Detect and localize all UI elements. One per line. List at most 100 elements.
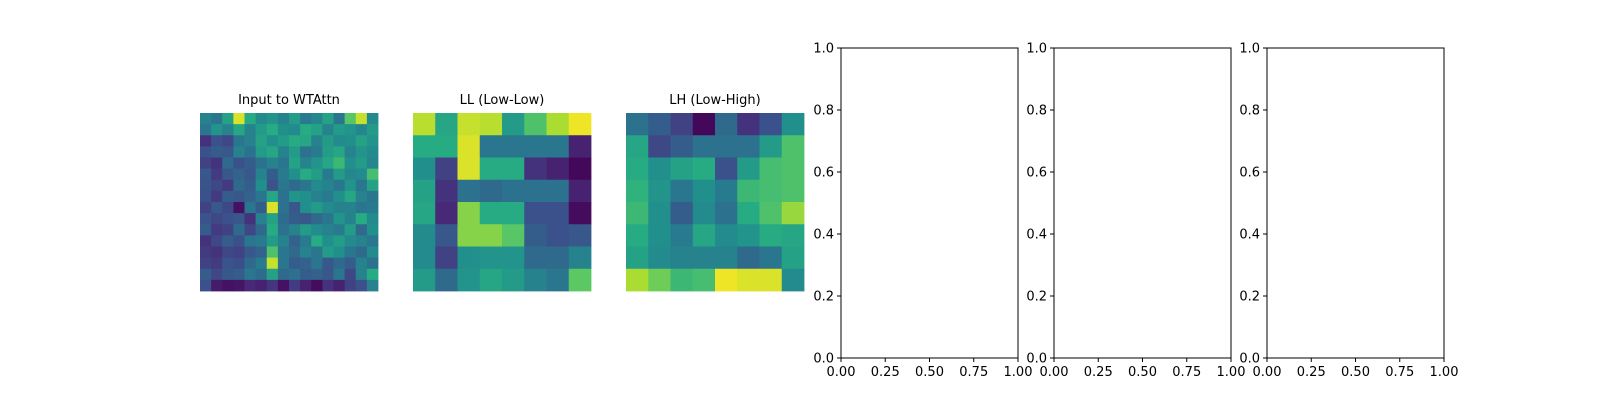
empty-axes-2: 0.00 0.25 0.50 0.75 1.00 0.0 0.2 0.4 0.6 0.8 1.0 <box>1026 42 1245 381</box>
heatmap-cell-input <box>200 224 212 236</box>
heatmap-cell-ll <box>479 202 503 225</box>
heatmap-cell-input <box>255 179 268 192</box>
heatmap-cell-input <box>200 146 212 158</box>
y-tick-label: 0.0 <box>1239 352 1260 367</box>
heatmap-cell-input <box>244 168 257 181</box>
heatmap-cell-input <box>333 202 346 214</box>
heatmap-cell-input <box>366 246 379 259</box>
heatmap-cell-ll <box>435 224 458 247</box>
heatmap-cell-ll <box>546 113 570 136</box>
heatmap-cell-input <box>289 268 301 281</box>
heatmap-cell-input <box>322 124 334 136</box>
heatmap-cell-input <box>211 135 223 147</box>
heatmap-cell-lh <box>781 202 805 225</box>
heatmap-cell-input <box>244 213 257 225</box>
heatmap-cell-input <box>233 146 245 158</box>
heatmap-cell-lh <box>737 246 760 270</box>
heatmap-cell-input <box>344 235 357 247</box>
heatmap-cell-input <box>211 168 223 181</box>
heatmap-cell-input <box>311 146 323 158</box>
heatmap-cell-input <box>211 224 223 236</box>
x-tick-label: 0.50 <box>1128 365 1157 380</box>
heatmap-cell-input <box>344 224 357 236</box>
x-tick-label: 0.50 <box>915 365 944 380</box>
y-tick-label: 0.6 <box>1239 166 1260 181</box>
heatmap-cell-ll <box>457 179 481 203</box>
heatmap-cell-input <box>344 279 357 292</box>
heatmap-cell-input <box>233 268 245 281</box>
heatmap-cell-lh <box>692 246 716 270</box>
heatmap-cell-input <box>200 168 212 181</box>
heatmap-cell-input <box>255 146 268 158</box>
heatmap-cell-ll <box>502 135 525 158</box>
heatmap-cells-lh <box>626 113 805 292</box>
heatmap-cell-ll <box>546 224 570 247</box>
heatmap-cell-input <box>244 246 257 259</box>
heatmap-cell-input <box>355 146 368 158</box>
heatmap-cell-ll <box>457 157 481 181</box>
heatmap-cell-lh <box>759 179 783 203</box>
heatmap-cell-input <box>222 268 234 281</box>
heatmap-cell-input <box>300 146 312 158</box>
heatmap-cell-ll <box>435 135 458 158</box>
heatmap-cell-input <box>255 135 268 147</box>
heatmap-cell-input <box>233 279 245 292</box>
y-tick-label: 1.0 <box>1239 42 1260 57</box>
heatmap-cell-input <box>200 246 212 259</box>
heatmap-cell-input <box>322 146 334 158</box>
heatmap-cell-input <box>311 124 323 136</box>
heatmap-cell-input <box>355 135 368 147</box>
x-tick-label: 0.50 <box>1341 365 1370 380</box>
heatmap-cell-input <box>300 246 312 259</box>
heatmap-cell-input <box>333 146 346 158</box>
y-tick-label: 0.8 <box>813 104 834 119</box>
heatmap-cell-input <box>366 202 379 214</box>
heatmap-cell-ll <box>479 113 503 136</box>
heatmap-cell-lh <box>715 157 738 181</box>
heatmap-cell-input <box>233 257 245 270</box>
x-tick-label: 1.00 <box>1430 365 1459 380</box>
heatmap-cell-lh <box>626 179 649 203</box>
heatmap-cell-input <box>277 268 290 281</box>
heatmap-cell-input <box>277 235 290 247</box>
heatmap-cell-ll <box>479 268 503 292</box>
heatmap-cell-input <box>333 235 346 247</box>
heatmap-cell-lh <box>670 202 694 225</box>
heatmap-cell-input <box>366 279 379 292</box>
heatmap-cell-lh <box>781 179 805 203</box>
heatmap-cell-lh <box>759 246 783 270</box>
heatmap-cell-input <box>366 235 379 247</box>
heatmap-cell-input <box>255 168 268 181</box>
heatmap-cell-input <box>333 113 346 125</box>
heatmap-cell-input <box>211 124 223 136</box>
heatmap-cell-lh <box>715 113 738 136</box>
heatmap-cell-ll <box>546 157 570 181</box>
heatmap-cell-input <box>344 157 357 170</box>
heatmap-cell-lh <box>626 224 649 247</box>
heatmap-cell-input <box>366 124 379 136</box>
heatmap-cell-input <box>266 146 279 158</box>
heatmap-cell-input <box>355 213 368 225</box>
heatmap-cell-input <box>311 179 323 192</box>
heatmap-cell-input <box>266 224 279 236</box>
heatmap-cell-input <box>211 235 223 247</box>
heatmap-cell-input <box>366 257 379 270</box>
heatmap-cell-ll <box>524 202 547 225</box>
heatmap-cell-input <box>200 135 212 147</box>
heatmap-cell-ll <box>524 246 547 270</box>
heatmap-cell-input <box>322 202 334 214</box>
x-tick-label: 0.25 <box>1084 365 1113 380</box>
heatmap-cell-input <box>222 224 234 236</box>
heatmap-cell-input <box>244 113 257 125</box>
heatmap-cell-input <box>266 168 279 181</box>
heatmap-cell-input <box>277 213 290 225</box>
heatmap-cell-input <box>333 190 346 203</box>
heatmap-cell-input <box>289 113 301 125</box>
heatmap-cell-lh <box>759 113 783 136</box>
heatmap-cell-input <box>289 190 301 203</box>
heatmap-cell-lh <box>781 113 805 136</box>
heatmap-cell-input <box>311 113 323 125</box>
heatmap-cell-ll <box>568 179 592 203</box>
heatmap-cell-input <box>344 146 357 158</box>
x-tick-label: 0.25 <box>871 365 900 380</box>
